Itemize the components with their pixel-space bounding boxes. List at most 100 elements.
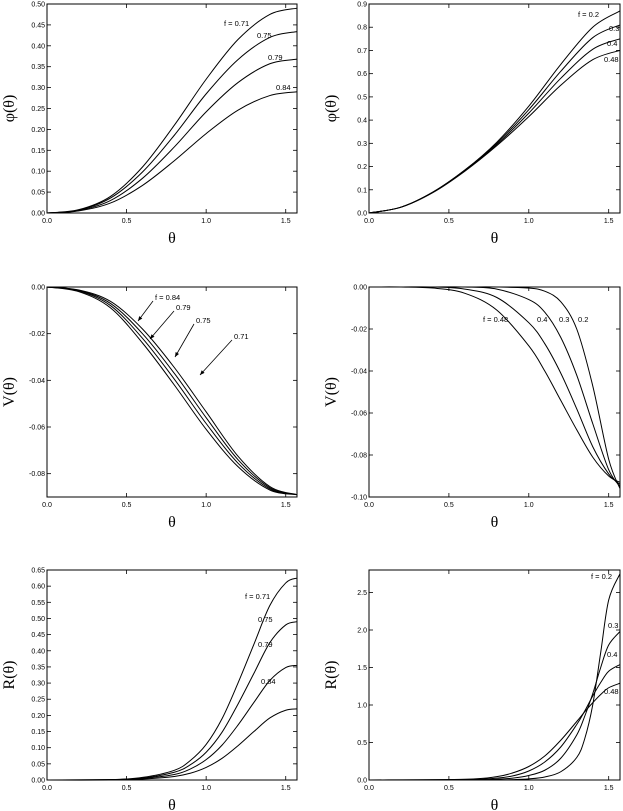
series-line-2 bbox=[46, 31, 298, 214]
x-axis-label: θ bbox=[491, 230, 499, 247]
plot-frame bbox=[368, 569, 621, 781]
x-axis-label: θ bbox=[168, 230, 176, 247]
y-tick-label: 0.40 bbox=[31, 648, 45, 655]
y-tick-label: 2.0 bbox=[357, 628, 367, 635]
x-tick-label: 0.0 bbox=[42, 502, 52, 509]
plot-frame bbox=[368, 3, 621, 214]
y-tick-label: 0.25 bbox=[31, 106, 45, 113]
curve-annotation: f = 0.71 bbox=[224, 19, 249, 28]
y-tick-label: 0.8 bbox=[357, 25, 367, 32]
y-tick-label: 0.15 bbox=[31, 148, 45, 155]
annotation-arrowhead bbox=[200, 370, 205, 375]
x-tick-label: 0.5 bbox=[444, 502, 454, 509]
y-tick-label: -0.08 bbox=[351, 453, 367, 460]
x-tick-label: 1.5 bbox=[281, 502, 291, 509]
series-line-2 bbox=[368, 24, 621, 214]
y-tick-label: 0.7 bbox=[357, 48, 367, 55]
x-tick-label: 0.0 bbox=[42, 785, 52, 792]
x-tick-label: 1.5 bbox=[604, 785, 614, 792]
annotation-arrow bbox=[199, 339, 233, 376]
series-line-1 bbox=[46, 286, 298, 496]
curve-annotation: 0.75 bbox=[258, 615, 273, 624]
series-line-1 bbox=[368, 286, 621, 483]
y-tick-label: 0.35 bbox=[31, 64, 45, 71]
y-axis-label: R(θ) bbox=[1, 661, 18, 690]
y-axis-label: φ(θ) bbox=[1, 95, 18, 123]
series-line-1 bbox=[46, 577, 298, 781]
x-tick-label: 0.5 bbox=[444, 785, 454, 792]
plot-frame bbox=[46, 286, 298, 498]
y-tick-label: 0.9 bbox=[357, 2, 367, 9]
x-tick-label: 0.0 bbox=[364, 502, 374, 509]
curve-annotation: 0.4 bbox=[607, 39, 617, 48]
x-axis-label: θ bbox=[168, 514, 176, 531]
series-line-1 bbox=[46, 7, 298, 214]
x-tick-label: 1.0 bbox=[201, 785, 211, 792]
y-axis-label: V(θ) bbox=[1, 377, 18, 407]
series-line-4 bbox=[46, 91, 298, 214]
curve-annotation: 0.3 bbox=[609, 24, 619, 33]
y-tick-label: 0.45 bbox=[31, 22, 45, 29]
series-line-1 bbox=[368, 10, 621, 214]
chart-panel-1: 0.0 0.5 1.0 1.5 0.00 0.05 0.10 0.15 0.20 0.25 0.30… bbox=[1, 2, 298, 247]
curve-annotation: f = 0.48 bbox=[483, 315, 508, 324]
y-axis-label: R(θ) bbox=[323, 661, 340, 690]
y-tick-label: 0.10 bbox=[31, 169, 45, 176]
plot-frame bbox=[46, 569, 298, 781]
series-line-4 bbox=[369, 286, 621, 489]
y-tick-label: -0.06 bbox=[29, 425, 45, 432]
y-tick-label: 0.10 bbox=[31, 745, 45, 752]
series-line-2 bbox=[46, 286, 298, 496]
y-tick-label: 0.20 bbox=[31, 713, 45, 720]
x-axis-label: θ bbox=[491, 797, 499, 811]
y-tick-label: 0.0 bbox=[357, 211, 367, 218]
x-tick-label: 0.5 bbox=[122, 785, 132, 792]
annotation-arrowhead bbox=[138, 316, 143, 321]
y-tick-label: -0.06 bbox=[351, 411, 367, 418]
y-tick-label: 0.20 bbox=[31, 127, 45, 134]
curve-annotation: f = 0.71 bbox=[245, 592, 270, 601]
curve-annotation: 0.3 bbox=[559, 315, 569, 324]
curve-annotation: 0.4 bbox=[537, 315, 547, 324]
x-tick-label: 0.0 bbox=[42, 218, 52, 225]
y-tick-label: 0.2 bbox=[357, 164, 367, 171]
y-tick-label: 1.0 bbox=[357, 703, 367, 710]
series-line-3 bbox=[368, 664, 621, 781]
curve-annotation: 0.48 bbox=[604, 687, 619, 696]
x-tick-label: 1.0 bbox=[524, 218, 534, 225]
y-tick-label: 2.5 bbox=[357, 590, 367, 597]
curve-annotation: 0.4 bbox=[607, 650, 617, 659]
y-tick-label: 0.00 bbox=[31, 778, 45, 785]
y-tick-label: 0.45 bbox=[31, 632, 45, 639]
series-line-3 bbox=[46, 286, 298, 496]
annotation-arrowhead bbox=[175, 352, 179, 357]
y-tick-label: -0.02 bbox=[351, 327, 367, 334]
curve-annotation: f = 0.2 bbox=[578, 10, 599, 19]
chart-panel-5: 0.0 0.5 1.0 1.5 0.00 0.05 0.10 0.15 0.20 0.25 0.30… bbox=[1, 568, 298, 811]
curve-annotation: 0.48 bbox=[604, 55, 619, 64]
y-tick-label: 0.05 bbox=[31, 190, 45, 197]
y-tick-label: 0.25 bbox=[31, 697, 45, 704]
curve-annotation: 0.79 bbox=[268, 53, 283, 62]
x-tick-label: 1.0 bbox=[524, 785, 534, 792]
x-tick-label: 1.0 bbox=[201, 502, 211, 509]
x-tick-label: 0.5 bbox=[122, 502, 132, 509]
curve-annotation: 0.3 bbox=[608, 621, 618, 630]
x-tick-label: 0.5 bbox=[122, 218, 132, 225]
curve-annotation: 0.71 bbox=[234, 332, 249, 341]
curve-annotation: 0.75 bbox=[196, 316, 211, 325]
x-tick-label: 1.0 bbox=[524, 502, 534, 509]
x-tick-label: 1.5 bbox=[604, 502, 614, 509]
y-tick-label: 0.00 bbox=[31, 211, 45, 218]
curve-annotation: f = 0.2 bbox=[591, 572, 612, 581]
series-line-4 bbox=[368, 49, 621, 214]
y-tick-label: 0.4 bbox=[357, 118, 367, 125]
chart-panel-3: 0.0 0.5 1.0 1.5 0.00 -0.02 -0.04 -0.06 -0.08 θ V(θ… bbox=[1, 285, 298, 531]
series-line-4 bbox=[368, 682, 621, 781]
series-line-3 bbox=[46, 664, 298, 781]
x-axis-label: θ bbox=[168, 797, 176, 811]
chart-panel-6: 0.0 0.5 1.0 1.5 0.0 0.5 1.0 1.5 2.0 2.5 θ R(θ) f = 0… bbox=[323, 569, 621, 811]
y-tick-label: -0.04 bbox=[351, 369, 367, 376]
y-axis-label: V(θ) bbox=[323, 377, 340, 407]
